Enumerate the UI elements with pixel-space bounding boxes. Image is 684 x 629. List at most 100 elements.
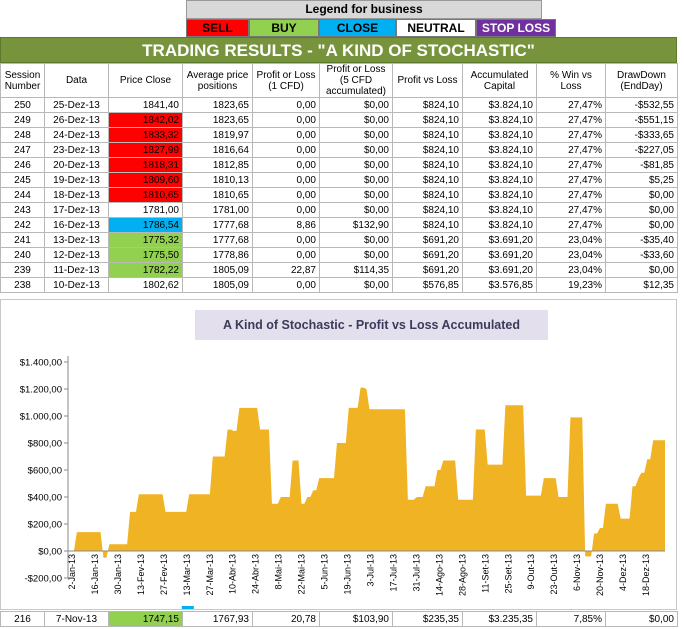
- column-header: % Win vs Loss: [536, 63, 606, 98]
- cell-pvl: $824,10: [392, 202, 463, 218]
- x-tick-label: 23-Out-13: [549, 554, 559, 595]
- cell-a: 1805,09: [182, 277, 253, 293]
- y-tick-label: $800,00: [28, 439, 62, 450]
- cell-dd: -$81,85: [605, 157, 678, 173]
- cell-pl5: $0,00: [319, 97, 393, 113]
- cell-p: 1747,15: [108, 611, 183, 627]
- x-tick-label: 27-Mar-13: [205, 554, 215, 596]
- cell-pvl: $824,10: [392, 217, 463, 233]
- table-row: 244 18-Dez-13 1810,65 1810,65 0,00 $0,00 $824,…: [0, 187, 678, 203]
- x-tick-label: 3-Jul-13: [366, 554, 376, 587]
- cell-pvl: $824,10: [392, 97, 463, 113]
- cell-dd: $0,00: [605, 187, 678, 203]
- x-tick-label: 18-Dez-13: [641, 554, 651, 596]
- cell-d: 25-Dez-13: [44, 97, 109, 113]
- cell-s: 243: [0, 202, 45, 218]
- cell-a: 1819,97: [182, 127, 253, 143]
- x-tick-highlight: [181, 606, 194, 609]
- cell-a: 1777,68: [182, 217, 253, 233]
- cell-dd: -$227,05: [605, 142, 678, 158]
- profit-chart: A Kind of Stochastic - Profit vs Loss Ac…: [0, 299, 677, 610]
- cell-a: 1810,65: [182, 187, 253, 203]
- cell-d: 10-Dez-13: [44, 277, 109, 293]
- bottom-summary-table: 216 7-Nov-13 1747,15 1767,93 20,78 $103,90 $23…: [0, 611, 678, 627]
- cell-a: 1805,09: [182, 262, 253, 278]
- cell-p: 1827,99: [108, 142, 183, 158]
- column-header: Price Close: [108, 63, 183, 98]
- x-tick-label: 13-Fev-13: [136, 554, 146, 595]
- cell-a: 1823,65: [182, 112, 253, 128]
- cell-pvl: $824,10: [392, 142, 463, 158]
- cell-p: 1810,65: [108, 187, 183, 203]
- cell-pl: 0,00: [252, 142, 320, 158]
- trading-results-table: Session Number Data Price Close Average pri…: [0, 63, 678, 293]
- cell-cap: $3.824,10: [462, 172, 537, 188]
- cell-p: 1782,22: [108, 262, 183, 278]
- cell-cap: $3.691,20: [462, 232, 537, 248]
- cell-pvl: $824,10: [392, 187, 463, 203]
- x-tick-label: 10-Abr-13: [228, 554, 238, 594]
- cell-pl5: $0,00: [319, 142, 393, 158]
- table-row: 249 26-Dez-13 1842,02 1823,65 0,00 $0,00 $824,…: [0, 112, 678, 128]
- cell-pl: 8,86: [252, 217, 320, 233]
- cell-d: 13-Dez-13: [44, 232, 109, 248]
- column-header: Accumulated Capital: [462, 63, 537, 98]
- cell-d: 26-Dez-13: [44, 112, 109, 128]
- cell-win: 19,23%: [536, 277, 606, 293]
- legend-close: CLOSE: [319, 19, 396, 37]
- y-tick-label: $0,00: [38, 547, 62, 558]
- cell-cap: $3.235,35: [462, 611, 537, 627]
- cell-dd: -$35,40: [605, 232, 678, 248]
- y-tick-label: -$200,00: [24, 574, 62, 585]
- cell-s: 245: [0, 172, 45, 188]
- cell-pl5: $132,90: [319, 217, 393, 233]
- cell-p: 1775,50: [108, 247, 183, 263]
- table-row: 238 10-Dez-13 1802,62 1805,09 0,00 $0,00 $576,…: [0, 277, 678, 293]
- cell-d: 19-Dez-13: [44, 172, 109, 188]
- cell-dd: $0,00: [605, 217, 678, 233]
- cell-d: 12-Dez-13: [44, 247, 109, 263]
- cell-s: 240: [0, 247, 45, 263]
- cell-d: 7-Nov-13: [44, 611, 109, 627]
- legend-sell: SELL: [186, 19, 249, 37]
- cell-s: 242: [0, 217, 45, 233]
- table-row: 240 12-Dez-13 1775,50 1778,86 0,00 $0,00 $691,…: [0, 247, 678, 263]
- x-tick-label: 20-Nov-13: [595, 554, 605, 596]
- x-tick-label: 24-Abr-13: [251, 554, 261, 594]
- x-tick-label: 31-Jul-13: [411, 554, 421, 592]
- cell-p: 1802,62: [108, 277, 183, 293]
- cell-dd: -$532,55: [605, 97, 678, 113]
- cell-p: 1833,32: [108, 127, 183, 143]
- cell-p: 1809,60: [108, 172, 183, 188]
- cell-pvl: $824,10: [392, 172, 463, 188]
- x-tick-label: 4-Dez-13: [618, 554, 628, 591]
- cell-d: 23-Dez-13: [44, 142, 109, 158]
- x-tick-label: 13-Mar-13: [182, 554, 192, 596]
- cell-pl5: $0,00: [319, 247, 393, 263]
- cell-dd: $0,00: [605, 611, 678, 627]
- cell-pl: 0,00: [252, 157, 320, 173]
- cell-pl: 0,00: [252, 97, 320, 113]
- x-tick-label: 2-Jan-13: [67, 554, 77, 590]
- cell-a: 1823,65: [182, 97, 253, 113]
- cell-pl5: $0,00: [319, 127, 393, 143]
- y-tick-label: $200,00: [28, 520, 62, 531]
- cell-pvl: $691,20: [392, 262, 463, 278]
- cell-a: 1781,00: [182, 202, 253, 218]
- x-tick-label: 11-Set-13: [480, 554, 490, 593]
- cell-cap: $3.576,85: [462, 277, 537, 293]
- cell-p: 1818,31: [108, 157, 183, 173]
- cell-p: 1842,02: [108, 112, 183, 128]
- table-row: 248 24-Dez-13 1833,32 1819,97 0,00 $0,00 $824,…: [0, 127, 678, 143]
- table-row: 245 19-Dez-13 1809,60 1810,13 0,00 $0,00 $824,…: [0, 172, 678, 188]
- x-tick-label: 25-Set-13: [503, 554, 513, 594]
- cell-pl: 0,00: [252, 247, 320, 263]
- cell-win: 27,47%: [536, 187, 606, 203]
- legend-buy: BUY: [249, 19, 319, 37]
- x-tick-label: 8-Mai-13: [274, 554, 284, 590]
- y-tick-label: $1.400,00: [20, 358, 62, 369]
- table-row: 243 17-Dez-13 1781,00 1781,00 0,00 $0,00 $824,…: [0, 202, 678, 218]
- cell-cap: $3.824,10: [462, 187, 537, 203]
- cell-s: 247: [0, 142, 45, 158]
- cell-d: 24-Dez-13: [44, 127, 109, 143]
